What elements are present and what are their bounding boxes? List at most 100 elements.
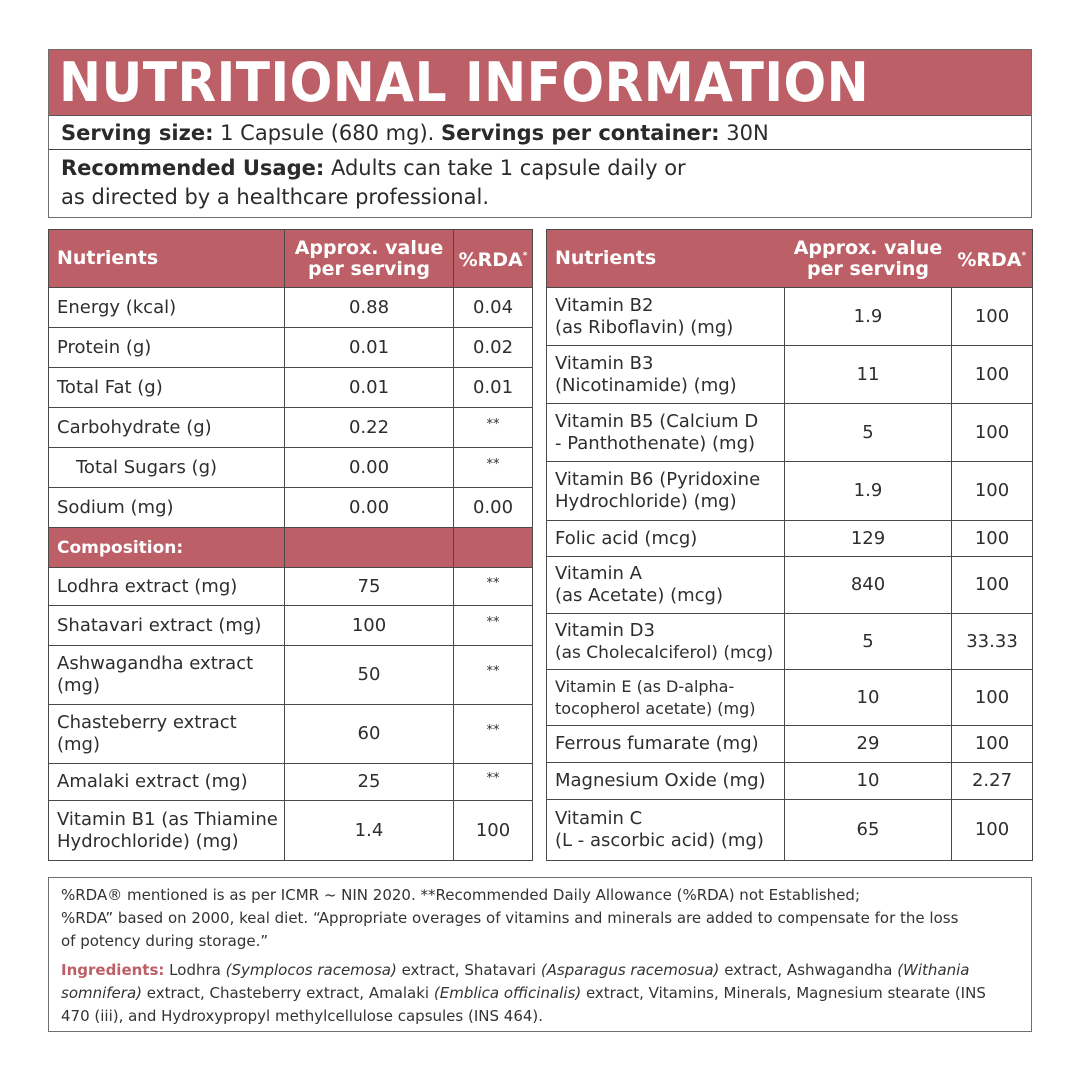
col-header-nutrients: Nutrients (546, 229, 785, 288)
nutrient-value: 0.00 (284, 487, 454, 528)
ingredient-part: extract, Shatavari (396, 961, 541, 979)
table-row: Ashwagandha extract (mg) 50 ** (48, 645, 533, 705)
nutrient-name: Folic acid (mcg) (546, 520, 785, 557)
nutrient-name: Carbohydrate (g) (48, 407, 285, 448)
nutrient-value: 25 (284, 763, 454, 801)
nutrient-rda: 0.00 (453, 487, 533, 528)
nutrient-name: Total Fat (g) (48, 367, 285, 408)
ingredient-botanical-name: (Asparagus racemosua) (540, 961, 720, 979)
nutrient-rda: 100 (951, 461, 1033, 521)
ingredient-part: Lodhra (164, 961, 226, 979)
nutrient-name: Vitamin B1 (as Thiamine Hydrochloride) (m… (48, 800, 285, 861)
nutrient-value: 0.01 (284, 327, 454, 368)
col-header-rda: %RDA* (951, 229, 1033, 288)
nutrient-name-line2: (as Riboflavin) (mg) (555, 316, 734, 338)
nutrient-name-line1: Vitamin B6 (Pyridoxine (555, 469, 761, 490)
nutrient-value: 0.00 (284, 447, 454, 488)
col-header-value-line2: per serving (806, 257, 930, 280)
table-row: Total Fat (g) 0.01 0.01 (48, 367, 533, 408)
nutrient-rda: ** (453, 605, 533, 646)
nutrient-name-line2: (as Acetate) (mcg) (555, 585, 723, 606)
table-row: Amalaki extract (mg) 25 ** (48, 763, 533, 801)
table-row: Energy (kcal) 0.88 0.04 (48, 287, 533, 328)
page-title: NUTRITIONAL INFORMATION (59, 50, 870, 114)
col-header-value-line1: Approx. value (793, 236, 943, 259)
nutrient-name: Vitamin A (as Acetate) (mcg) (546, 556, 785, 614)
ingredient-part: extract, Ashwagandha (719, 961, 898, 979)
col-header-rda-text: %RDA (458, 249, 523, 271)
col-header-rda-text: %RDA (957, 249, 1022, 271)
table-row: Vitamin A (as Acetate) (mcg) 840 100 (546, 556, 1033, 614)
col-header-value: Approx. value per serving (284, 229, 454, 288)
nutrient-rda: 2.27 (951, 762, 1033, 800)
nutrient-rda: 0.01 (453, 367, 533, 408)
serving-info-row: Serving size: 1 Capsule (680 mg). Servin… (49, 116, 1031, 150)
servings-per-container-label: Servings per container: (441, 120, 720, 145)
nutrient-rda: 100 (951, 520, 1033, 557)
nutrient-name-line2: Hydrochloride) (mg) (57, 830, 239, 852)
nutrient-name: Lodhra extract (mg) (48, 567, 285, 606)
nutrient-name-line2: - Panthothenate) (mg) (555, 432, 756, 454)
serving-size-label: Serving size: (61, 120, 214, 145)
nutrient-rda: 100 (951, 556, 1033, 614)
nutrient-value: 1.4 (284, 800, 454, 861)
nutrients-table-left: Nutrients Approx. value per serving %RDA*… (48, 229, 533, 861)
table-row: Lodhra extract (mg) 75 ** (48, 567, 533, 606)
table-header-row: Nutrients Approx. value per serving %RDA* (48, 229, 533, 288)
nutrient-name: Total Sugars (g) (48, 447, 285, 488)
table-header-row: Nutrients Approx. value per serving %RDA* (546, 229, 1033, 288)
nutrient-name: Vitamin B2 (as Riboflavin) (mg) (546, 287, 785, 346)
nutrient-rda: 100 (951, 669, 1033, 726)
ingredient-botanical-name: (Symplocos racemosa) (225, 961, 397, 979)
table-row: Vitamin E (as D-alpha-tocopherol acetate… (546, 669, 1033, 726)
nutrient-rda: 0.02 (453, 327, 533, 368)
table-row: Vitamin C (L - ascorbic acid) (mg) 65 100 (546, 799, 1033, 861)
nutrient-name: Protein (g) (48, 327, 285, 368)
usage-label: Recommended Usage: (61, 156, 325, 180)
nutrient-value: 65 (784, 799, 952, 861)
nutrient-value: 5 (784, 403, 952, 462)
nutrient-rda: 100 (951, 725, 1033, 763)
rda-note-line2: %RDA” based on 2000, keal diet. “Appropr… (61, 909, 959, 927)
nutrient-name: Ashwagandha extract (mg) (48, 645, 285, 705)
nutrient-value: 29 (784, 725, 952, 763)
rda-asterisk: * (1021, 251, 1027, 261)
col-header-value-line1: Approx. value (294, 236, 444, 259)
nutrient-value: 100 (284, 605, 454, 646)
nutrient-value: 60 (284, 704, 454, 764)
nutrient-value: 50 (284, 645, 454, 705)
nutrient-value: 10 (784, 762, 952, 800)
nutrient-value: 129 (784, 520, 952, 557)
nutrient-name-line1: Chasteberry extract (57, 712, 237, 733)
nutrients-table-right: Nutrients Approx. value per serving %RDA*… (546, 229, 1033, 861)
nutrient-name-line2: tocopherol acetate) (mg) (555, 698, 756, 718)
table-row: Carbohydrate (g) 0.22 ** (48, 407, 533, 448)
nutrient-value: 840 (784, 556, 952, 614)
usage-text-line1: Adults can take 1 capsule daily or (324, 156, 686, 180)
nutrient-name: Magnesium Oxide (mg) (546, 762, 785, 800)
nutrient-name: Sodium (mg) (48, 487, 285, 528)
nutrient-name-line2: (as Cholecalciferol) (mcg) (555, 642, 774, 663)
nutrient-name-line1: Vitamin B1 (as Thiamine (57, 808, 278, 830)
nutrient-value: 11 (784, 345, 952, 404)
nutrient-name-line1: Vitamin B3 (555, 352, 654, 374)
nutrient-name-line2: (L - ascorbic acid) (mg) (555, 830, 764, 851)
nutrient-name: Chasteberry extract (mg) (48, 704, 285, 764)
nutrient-name: Ferrous fumarate (mg) (546, 725, 785, 763)
nutrient-value: 1.9 (784, 461, 952, 521)
nutrient-name-line2: Hydrochloride) (mg) (555, 491, 737, 512)
table-row: Vitamin B1 (as Thiamine Hydrochloride) (m… (48, 800, 533, 861)
nutrient-rda: 100 (951, 403, 1033, 462)
nutrient-value: 5 (784, 613, 952, 670)
nutrient-name: Shatavari extract (mg) (48, 605, 285, 646)
nutrient-rda: ** (453, 447, 533, 488)
rda-note-line1: %RDA® mentioned is as per ICMR ~ NIN 202… (61, 886, 860, 904)
table-row: Protein (g) 0.01 0.02 (48, 327, 533, 368)
nutrient-value: 0.01 (284, 367, 454, 408)
section-spacer (453, 527, 533, 568)
col-header-value: Approx. value per serving (784, 229, 952, 288)
rda-note-line3: of potency during storage.” (61, 932, 269, 950)
table-row: Magnesium Oxide (mg) 10 2.27 (546, 762, 1033, 800)
nutrient-name: Energy (kcal) (48, 287, 285, 328)
footer-notes-box: %RDA® mentioned is as per ICMR ~ NIN 202… (48, 877, 1032, 1032)
